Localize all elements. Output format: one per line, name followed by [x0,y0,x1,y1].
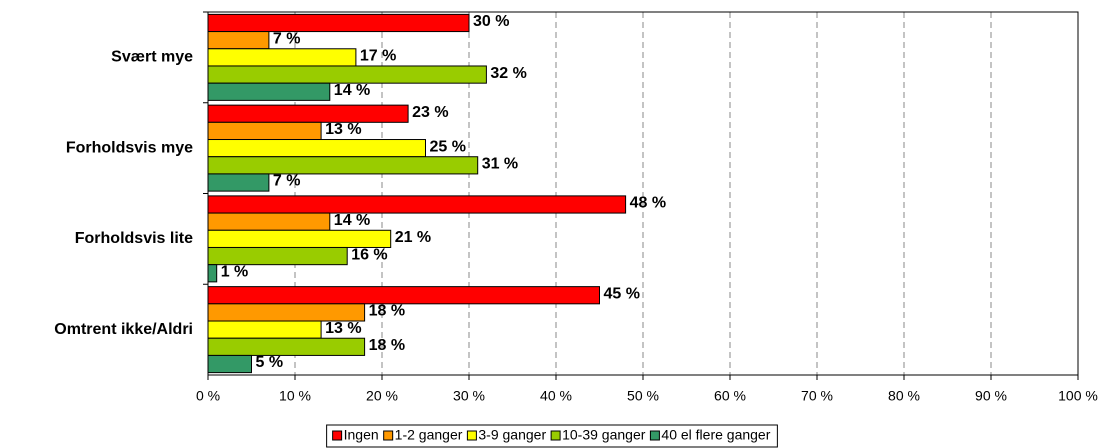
bar [207,48,357,67]
bar [207,303,366,322]
bar [207,320,322,339]
bar [207,156,479,175]
data-label: 7 % [273,173,301,190]
y-tick-label: Forholdsvis mye [66,139,193,156]
data-label: 14 % [334,212,370,229]
x-tick-label: 60 % [714,388,746,404]
legend-swatch [550,430,561,441]
legend-swatch [332,430,343,441]
x-tick-label: 90 % [975,388,1007,404]
data-label: 13 % [325,320,361,337]
data-label: 31 % [482,156,518,173]
bar [207,82,331,101]
data-label: 45 % [604,285,640,302]
legend-swatch [649,430,660,441]
bar [207,139,426,158]
data-label: 13 % [325,121,361,138]
data-label: 32 % [490,65,526,82]
data-label: 30 % [473,13,509,30]
x-tick-label: 20 % [366,388,398,404]
data-label: 23 % [412,104,448,121]
x-tick-label: 30 % [453,388,485,404]
data-label: 18 % [369,337,405,354]
y-tick-label: Forholdsvis lite [75,230,193,247]
legend-box [326,424,778,448]
bar [207,104,409,123]
x-tick-label: 50 % [627,388,659,404]
x-tick-label: 80 % [888,388,920,404]
data-label: 5 % [256,354,284,371]
bar [207,121,322,141]
data-label: 17 % [360,48,396,65]
data-label: 21 % [395,229,431,246]
bar [207,229,392,248]
bar [207,264,218,283]
data-label: 14 % [334,82,370,99]
data-label: 1 % [221,263,249,280]
x-tick-label: 10 % [279,388,311,404]
legend-label: 10-39 ganger [562,427,646,443]
x-tick-label: 0 % [196,388,220,404]
legend-label: 1-2 ganger [395,427,463,443]
bar [207,31,270,50]
y-tick-label: Omtrent ikke/Aldri [54,321,193,338]
bar [207,246,348,266]
legend-swatch [466,430,477,441]
bar [207,212,331,231]
x-tick-label: 70 % [801,388,833,404]
bar [207,13,470,33]
bar [207,354,252,374]
legend-label: 3-9 ganger [478,427,546,443]
legend-swatch [383,430,394,441]
data-label: 25 % [430,138,466,155]
x-tick-label: 100 % [1058,388,1098,404]
data-label: 7 % [273,30,301,47]
data-label: 18 % [369,303,405,320]
data-label: 16 % [351,246,387,263]
data-label: 48 % [630,195,666,212]
bar [207,286,600,305]
bar [207,195,627,214]
y-tick-label: Svært mye [111,49,193,66]
bar [207,337,366,356]
legend-label: Ingen [344,427,379,443]
bar [207,65,487,84]
x-tick-label: 40 % [540,388,572,404]
bar [207,173,270,192]
legend-label: 40 el flere ganger [661,427,770,443]
